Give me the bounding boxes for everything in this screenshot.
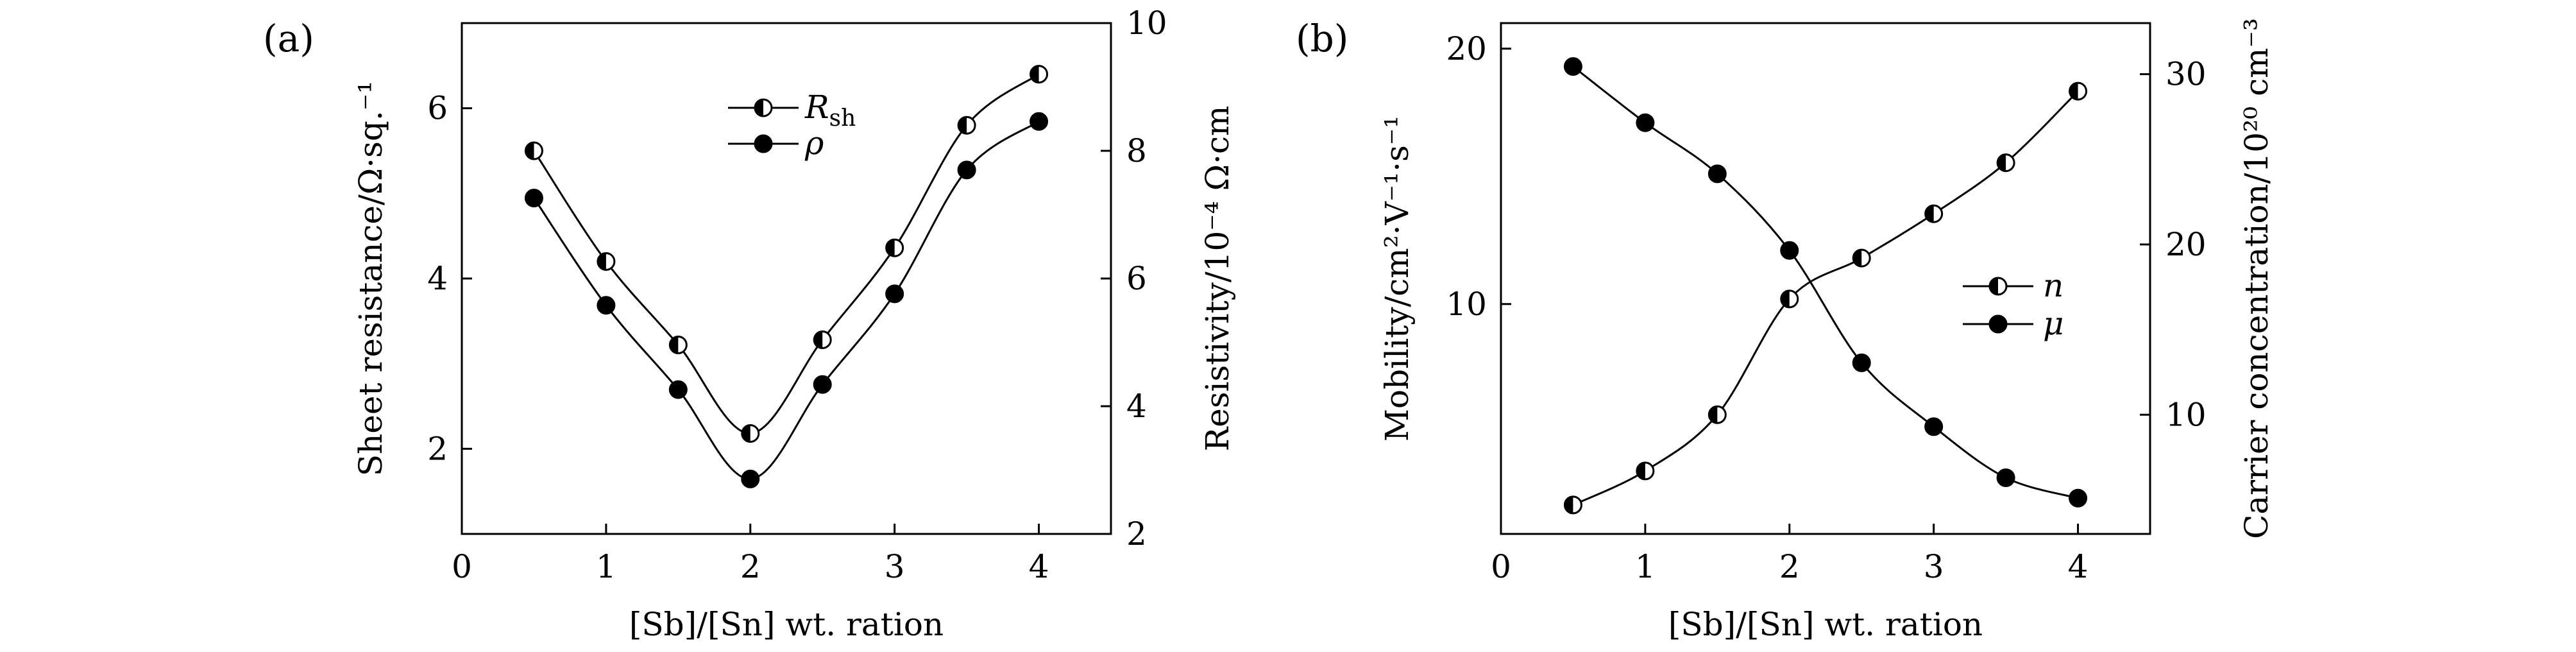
panel-b-data-point-n [1780,289,1799,309]
panel-a-data-point-- [597,296,616,315]
panel-a-y2-ticks: 2 4 6 8 10 [1101,4,1167,553]
panel-a-series-points [524,65,1049,488]
x-tick-label: 0 [452,548,472,585]
legend-marker-rho [754,134,773,153]
panel-a-x-ticks: 0 1 2 3 4 [452,524,1049,585]
panel-b-y2-axis-label: Carrier concentration/10²⁰ cm⁻³ [2238,18,2275,539]
legend-label-rho: ρ [804,124,824,162]
y2-tick-label: 10 [2165,396,2207,433]
panel-a-series-lines [533,73,1040,480]
legend-label-r-sh: Rsh [804,89,856,132]
panel-b-data-point-n [1996,153,2015,173]
panel-b-data-point-n [2069,82,2088,101]
panel-b-data-point-- [1780,241,1799,260]
panel-b-data-point-n [1707,405,1727,424]
x-tick-label: 2 [1779,548,1800,585]
y2-tick-label: 4 [1126,388,1147,425]
panel-a-legend: Rsh ρ [728,89,856,162]
panel-b-data-point-- [1636,113,1655,132]
x-tick-label: 3 [885,548,905,585]
panel-a-data-point-- [813,375,832,394]
panel-a-data-point-- [1030,112,1049,131]
legend-label-n: n [2043,267,2063,304]
y-tick-label: 2 [427,430,448,467]
panel-b-data-point-n [1924,204,1944,223]
x-tick-label: 2 [740,548,761,585]
panel-b-tag: (b) [1296,17,1348,60]
y-tick-label: 10 [1446,286,1487,323]
panel-b-series-line-n [1572,90,2079,506]
panel-b-y-ticks: 10 20 [1446,30,1511,323]
y2-tick-label: 10 [1126,4,1167,42]
panel-b-series-points [1563,57,2088,515]
panel-b-data-point-n [1852,248,1871,268]
panel-b-x-axis-label: [Sb]/[Sn] wt. ration [1668,606,1983,643]
panel-a: (a) 0 1 2 3 4 2 4 6 2 4 6 8 10 Rsh ρ [Sb]/[Sn] wt.… [263,4,1236,643]
y2-tick-label: 30 [2165,56,2207,93]
y2-tick-label: 20 [2165,226,2207,263]
panel-b-y-axis-label: Mobility/cm²·V⁻¹·s⁻¹ [1378,116,1416,442]
y-tick-label: 20 [1446,30,1487,67]
panel-a-data-point-r-sh [885,238,904,257]
x-tick-label: 1 [596,548,616,585]
panel-b-data-point-n [1636,461,1655,481]
panel-a-data-point-r-sh [597,252,616,271]
panel-b-data-point-- [1852,353,1871,372]
x-tick-label: 0 [1491,548,1511,585]
x-tick-label: 3 [1924,548,1944,585]
y2-tick-label: 8 [1126,132,1147,169]
panel-b-data-point-- [1563,57,1582,76]
panel-a-plot-frame [461,22,1112,535]
y2-tick-label: 2 [1126,515,1147,553]
legend-label-mu: μ [2043,305,2064,342]
panel-a-data-point-- [957,160,976,180]
panel-a-data-point-r-sh [668,335,688,354]
x-tick-label: 1 [1635,548,1656,585]
panel-a-data-point-- [885,284,904,304]
panel-b-data-point-- [1924,417,1944,436]
legend-marker-mu [1988,314,2008,334]
panel-b-y2-ticks: 10 20 30 [2140,56,2207,433]
legend-marker-r-sh [754,98,773,117]
panel-a-x-axis-label: [Sb]/[Sn] wt. ration [629,606,944,643]
x-tick-label: 4 [1029,548,1049,585]
panel-b-legend: n μ [1963,267,2064,342]
panel-b-x-ticks: 0 1 2 3 4 [1491,524,2088,585]
panel-a-tag: (a) [263,17,314,60]
y-tick-label: 6 [427,90,448,127]
panel-a-data-point-- [668,380,688,399]
panel-a-data-point-- [524,189,543,208]
panel-a-data-point-r-sh [1030,65,1049,84]
panel-b-series-line-- [1572,65,2078,499]
x-tick-label: 4 [2068,548,2089,585]
panel-a-series-line-- [533,120,1040,480]
panel-b-plot-frame [1500,22,2151,535]
panel-b-data-point-n [1563,495,1582,515]
panel-a-y-ticks: 2 4 6 [427,90,472,467]
panel-a-y-axis-label: Sheet resistance/Ω·sq.⁻¹ [352,81,389,476]
legend-marker-n [1988,277,2008,296]
panel-a-data-point-r-sh [741,424,760,443]
panel-b-data-point-- [1996,468,2015,487]
panel-a-data-point-r-sh [813,330,832,350]
panel-b-data-point-- [1707,164,1727,184]
panel-a-y2-axis-label: Resistivity/10⁻⁴ Ω·cm [1199,106,1236,452]
y2-tick-label: 6 [1126,260,1147,297]
panel-a-data-point-r-sh [524,141,543,160]
y-tick-label: 4 [427,260,448,297]
panel-b-data-point-- [2069,488,2088,508]
panel-a-data-point-- [741,469,760,488]
panel-b: (b) 0 1 2 3 4 10 20 10 20 30 n μ [Sb]/[Sn] wt. … [1296,17,2275,643]
panel-a-data-point-r-sh [957,116,976,135]
